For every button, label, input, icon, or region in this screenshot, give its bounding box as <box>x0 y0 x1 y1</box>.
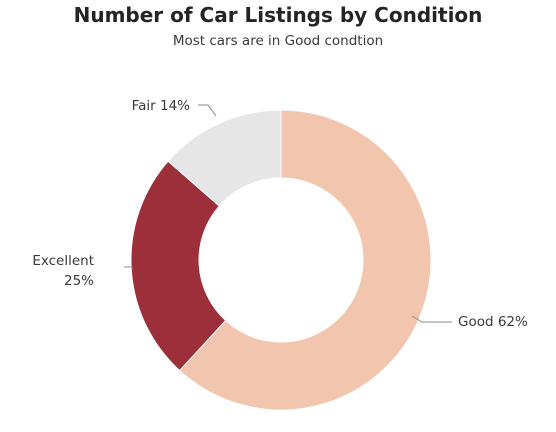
slice-excellent[interactable] <box>130 160 227 372</box>
slice-good[interactable] <box>178 109 432 411</box>
chart-subtitle: Most cars are in Good condtion <box>172 33 384 49</box>
data-label-excellent-percent: 25% <box>64 273 94 289</box>
slice-fair[interactable] <box>167 109 282 207</box>
donut-slices <box>130 109 432 411</box>
data-label-good: Good 62% <box>458 314 528 330</box>
data-label-fair: Fair 14% <box>132 98 191 114</box>
data-label-excellent-name: Excellent <box>32 253 94 269</box>
slice-labels: Good 62% Excellent 25% Fair 14% <box>32 98 528 330</box>
chart-title: Number of Car Listings by Condition <box>73 3 483 27</box>
leader-line-good <box>411 315 452 323</box>
leader-line-fair <box>198 104 217 117</box>
